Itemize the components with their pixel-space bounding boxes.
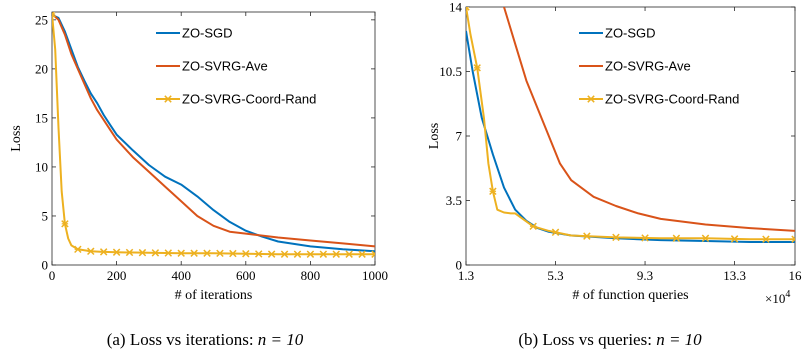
series-marker [466, 7, 470, 11]
legend-label: ZO-SGD [605, 26, 656, 41]
series-marker [177, 249, 185, 257]
y-tick-label: 7 [456, 129, 463, 144]
x-tick-label: 5.3 [547, 268, 563, 283]
series-marker [473, 64, 481, 72]
series-marker [203, 249, 211, 257]
series-marker [74, 245, 82, 254]
y-tick-label: 15 [35, 110, 48, 125]
chart-loss-vs-iterations: 0 200 400 600 800 1000 0 5 10 15 20 25 # of iteratio… [9, 11, 388, 303]
series-marker [138, 248, 147, 257]
series-marker [358, 250, 366, 258]
series-marker [612, 233, 620, 242]
legend-label: ZO-SVRG-Coord-Rand [605, 92, 739, 107]
legend-label: ZO-SVRG-Ave [605, 59, 691, 74]
series-line-zo-sgd [52, 13, 375, 253]
caption-a-text: (a) Loss vs iterations: [107, 330, 258, 349]
series-marker [229, 249, 237, 258]
series-line-zo-svrg-ave [52, 13, 375, 248]
x-tick-label: 400 [171, 268, 191, 283]
legend-marker [164, 95, 172, 103]
caption-a-math: n = 10 [258, 330, 304, 349]
y-tick-label: 10.5 [439, 64, 462, 79]
y-tick-label: 10 [35, 159, 48, 174]
series-marker [216, 249, 224, 258]
y-axis-label: Loss [427, 123, 442, 149]
y-tick-label: 20 [35, 61, 48, 76]
caption-b-text: (b) Loss vs queries: [518, 330, 656, 349]
plot-frame [51, 11, 376, 266]
series-marker [672, 234, 681, 243]
x-axis-label: # of iterations [175, 288, 253, 303]
x-tick-label: 13.3 [723, 268, 746, 283]
series-marker [641, 234, 649, 242]
y-tick-label: 14 [449, 0, 463, 15]
series-marker [306, 250, 315, 258]
series-marker [791, 235, 795, 243]
x-tick-label: 1000 [362, 268, 388, 283]
series-marker [583, 232, 591, 240]
y-tick-label: 5 [42, 208, 49, 223]
legend-label: ZO-SVRG-Ave [182, 59, 268, 74]
series-marker [529, 222, 537, 231]
series-marker [280, 250, 289, 258]
series-group [466, 7, 795, 243]
x-tick-label: 200 [107, 268, 127, 283]
series-marker [190, 249, 198, 257]
series-group [52, 12, 375, 258]
x-tick-label: 800 [301, 268, 321, 283]
caption-b-math: n = 10 [656, 330, 702, 349]
series-marker [112, 248, 121, 256]
series-marker [762, 235, 770, 243]
x-tick-label: 600 [236, 268, 256, 283]
legend-label: ZO-SVRG-Coord-Rand [182, 92, 316, 107]
series-marker [151, 249, 160, 257]
series-marker [371, 250, 375, 258]
series-marker [242, 249, 250, 258]
y-tick-label: 3.5 [446, 193, 462, 208]
series-line-zo-svrg-coord-rand [466, 7, 795, 241]
y-tick-label: 0 [42, 258, 49, 273]
series-line-zo-svrg-coord-rand [52, 13, 375, 256]
x-tick-label: 9.3 [637, 268, 653, 283]
series-marker [87, 247, 95, 256]
series-marker [267, 250, 276, 258]
x-axis-label: # of function queries [572, 288, 688, 303]
x-tick-label: 1.3 [458, 268, 474, 283]
series-marker [164, 249, 173, 257]
caption-a: (a) Loss vs iterations: n = 10 [107, 330, 304, 349]
y-axis-label: Loss [9, 125, 24, 151]
series-marker [319, 250, 328, 258]
legend-marker [587, 95, 595, 103]
y-tick-label: 0 [456, 258, 463, 273]
chart-loss-vs-queries: 1.3 5.3 9.3 13.3 16 0 3.5 7 10.5 14 # of function … [427, 0, 802, 306]
series-marker [61, 220, 69, 228]
series-marker [730, 235, 739, 243]
series-marker [345, 250, 353, 258]
series-marker [293, 250, 302, 258]
y-tick-label: 25 [35, 12, 48, 27]
series-marker [99, 248, 108, 256]
series-marker [551, 228, 560, 237]
series-marker [489, 187, 497, 196]
x-axis-multiplier: ×104 [765, 289, 790, 306]
series-marker [52, 12, 56, 18]
series-line-zo-svrg-ave [503, 7, 795, 232]
caption-b: (b) Loss vs queries: n = 10 [518, 330, 702, 349]
series-marker [701, 234, 710, 243]
series-marker [254, 250, 263, 258]
x-tick-label: 0 [49, 268, 56, 283]
series-marker [125, 248, 134, 257]
x-tick-label: 16 [789, 268, 803, 283]
legend-label: ZO-SGD [182, 26, 233, 41]
series-marker [332, 250, 340, 258]
